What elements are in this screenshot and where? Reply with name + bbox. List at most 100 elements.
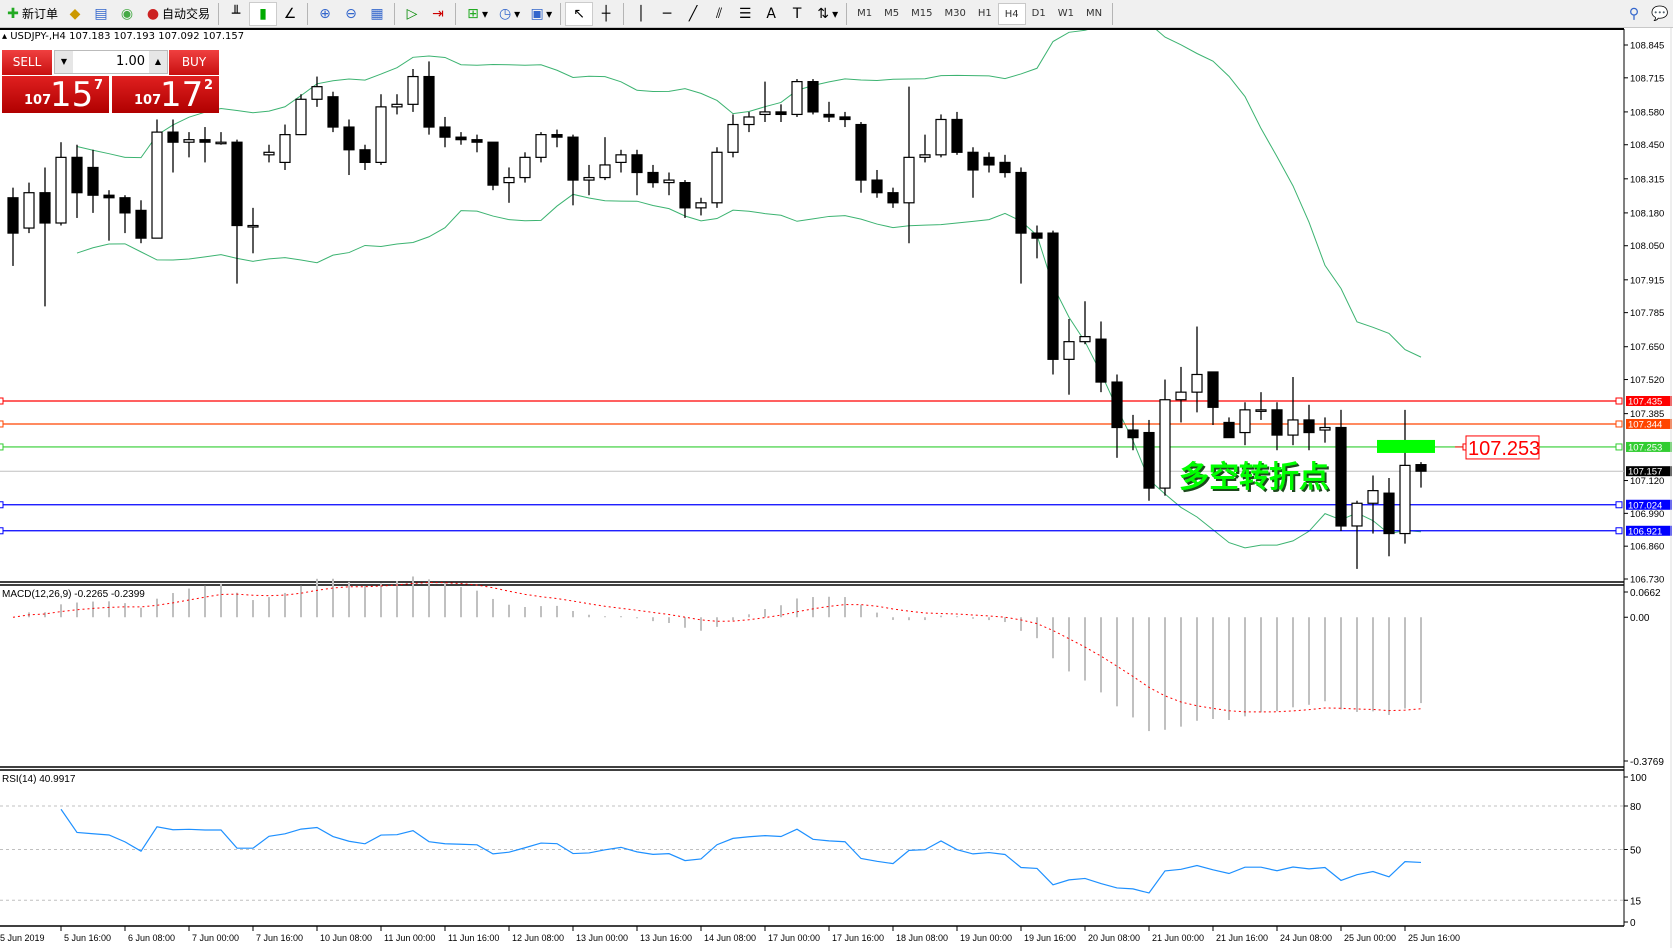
timeframe-h1[interactable]: H1 [977,7,992,19]
text-button[interactable]: A [758,2,784,26]
price-label-bg [1626,499,1672,510]
crosshair-button[interactable]: ┼ [593,2,619,26]
hline-price-label: 107.344 [1628,419,1662,430]
candlestick-button[interactable]: ▮ [249,1,278,26]
sell-price-button[interactable]: 107 15 7 [2,76,109,113]
price-tick-label: 106.860 [1630,542,1664,553]
horizontal-line-icon: ─ [662,5,672,22]
lot-decrease-button[interactable]: ▼ [55,51,73,73]
autoscroll-button[interactable]: ▷ [399,2,425,26]
periods-button[interactable]: ◷ ▾ [492,2,524,26]
timeframe-d1[interactable]: D1 [1031,7,1046,19]
text-label-button[interactable]: T [784,2,810,26]
price-label-bg [1626,441,1672,452]
bear-candle [439,126,451,138]
rsi-tick-label: 15 [1630,896,1642,907]
bear-candle [1223,421,1235,439]
templates-button[interactable]: ▣ ▾ [524,2,556,26]
bear-candle [103,194,115,199]
line-handle [0,443,4,451]
buy-price-small: 2 [204,78,214,93]
separator [623,2,625,25]
fibonacci-icon: ☰ [738,5,752,22]
bear-candle [775,111,787,116]
signals-button[interactable]: ◉ [114,2,140,26]
line-chart-icon: ∠ [283,5,297,22]
trendline-button[interactable]: ╱ [680,2,706,26]
price-label-bg [1626,525,1672,536]
bull-candle [295,98,307,136]
price-tick-label: 107.520 [1630,375,1664,386]
timeframe-m30[interactable]: M30 [944,7,966,19]
high-value: 107.193 [113,31,156,42]
price-chart[interactable]: 108.845 108.715 108.580 108.450 108.315 108.1… [0,28,1673,948]
equidistant-channel-button[interactable]: ⫽ [706,2,732,26]
price-tick-label: 108.580 [1630,107,1664,118]
search-button[interactable]: ⚲ [1621,2,1647,26]
buy-price-button[interactable]: 107 17 2 [112,76,219,113]
bull-candle [583,176,595,181]
indicators-button[interactable]: ⊞ ▾ [460,2,492,26]
sell-price-big: 107 [24,93,52,108]
data-window-button[interactable]: ▤ [88,2,114,26]
auto-trading-icon: ● [146,5,160,22]
lot-increase-button[interactable]: ▲ [149,51,167,73]
price-label-bg [1626,418,1672,429]
trendline-icon: ╱ [688,5,698,22]
bear-candle [855,123,867,181]
bear-candle [1127,429,1139,439]
symbol-label: USDJPY-,H4 [10,31,66,42]
cursor-button[interactable]: ↖ [565,1,594,26]
channel-icon: ⫽ [716,5,723,22]
lot-size-input[interactable]: 1.00 [73,51,149,73]
rsi-tick-label: 0 [1630,918,1636,929]
tile-windows-button[interactable]: ▦ [364,2,390,26]
zoom-out-button[interactable]: ⊖ [338,2,364,26]
bull-candle [919,154,931,158]
bull-candle [1367,490,1379,504]
chat-button[interactable]: 💬 [1647,2,1673,26]
cursor-icon: ↖ [573,5,585,22]
zoom-in-button[interactable]: ⊕ [312,2,338,26]
bear-candle [871,179,883,194]
history-center-button[interactable]: ◆ [62,2,88,26]
price-tick-label: 108.450 [1630,140,1664,151]
open-value: 107.183 [69,31,111,42]
separator [394,2,396,25]
separator [218,2,220,25]
timeframe-m5[interactable]: M5 [884,7,900,19]
price-label-bg [1626,396,1672,406]
time-label: 7 Jun 00:00 [192,933,239,943]
timeframe-mn[interactable]: MN [1085,7,1103,19]
bear-candle [167,131,179,143]
line-chart-button[interactable]: ∠ [277,2,303,26]
fibonacci-button[interactable]: ☰ [732,2,758,26]
main-pane [0,30,1624,569]
bull-candle [391,103,403,108]
bull-candle [1191,373,1203,393]
separator [846,2,848,25]
bear-candle [967,151,979,171]
bar-chart-button[interactable]: ╨ [223,2,249,26]
auto-trading-button[interactable]: ● 自动交易 [140,2,214,26]
vertical-line-button[interactable]: │ [628,2,654,26]
arrows-button[interactable]: ⇅ ▾ [810,2,842,26]
timeframe-h4[interactable]: H4 [997,2,1026,25]
sell-button[interactable]: SELL [2,50,52,76]
new-order-button[interactable]: ✚ 新订单 [0,2,62,26]
timeframe-w1[interactable]: W1 [1057,7,1074,19]
bull-candle [903,156,915,204]
bear-candle [551,134,563,138]
bull-candle [279,134,291,164]
bear-candle [87,166,99,196]
horizontal-line-button[interactable]: ─ [654,2,680,26]
time-label: 14 Jun 08:00 [704,933,756,943]
buy-button[interactable]: BUY [169,50,219,76]
bar-chart-icon: ╨ [231,5,241,22]
chart-shift-button[interactable]: ⇥ [425,2,451,26]
price-tick-label: 107.915 [1630,275,1664,286]
lot-size-stepper[interactable]: ▼ 1.00 ▲ [54,50,168,74]
bull-candle [599,164,611,179]
timeframe-m1[interactable]: M1 [857,7,873,19]
timeframe-m15[interactable]: M15 [911,7,933,19]
